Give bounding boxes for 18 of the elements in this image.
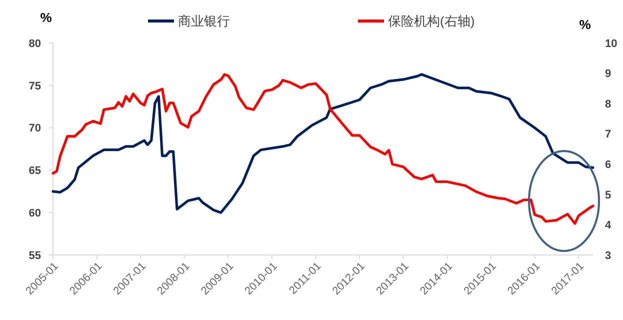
y2-tick-label: 8 — [605, 98, 612, 110]
y-tick-label: 70 — [28, 122, 41, 135]
y-tick-label: 60 — [28, 207, 41, 220]
y-tick-label: 55 — [28, 250, 41, 262]
y-tick-label: 65 — [28, 165, 41, 178]
y-axis-title: % — [40, 10, 52, 25]
y-tick-label: 80 — [28, 38, 41, 50]
y-tick-label: 75 — [28, 80, 41, 92]
y2-tick-label: 10 — [605, 38, 618, 50]
y2-tick-label: 7 — [605, 128, 612, 141]
legend-label: 商业银行 — [178, 14, 230, 29]
y2-tick-label: 4 — [605, 220, 612, 232]
legend-label: 保险机构(右轴) — [388, 14, 475, 29]
y2-tick-label: 6 — [605, 158, 612, 171]
y2-tick-label: 3 — [605, 250, 612, 262]
y2-axis-title: % — [579, 17, 592, 32]
y2-tick-label: 5 — [605, 189, 612, 202]
y2-tick-label: 9 — [605, 68, 612, 80]
